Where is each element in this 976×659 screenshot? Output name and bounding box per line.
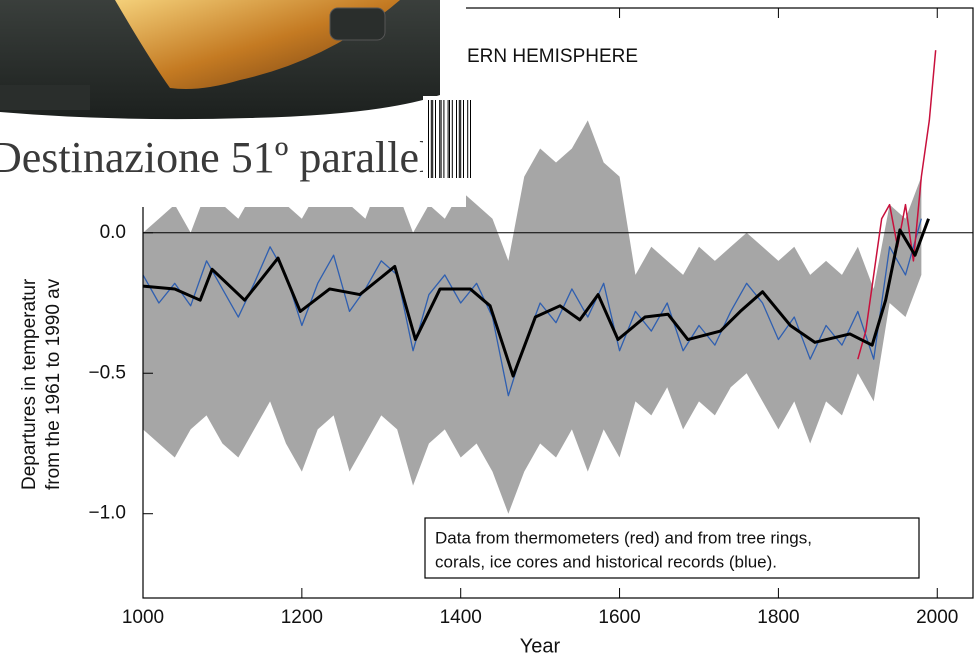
y-label-line: Departures in temperatur: [19, 278, 40, 490]
barcode-bar: [463, 100, 464, 178]
barcode-bar: [440, 100, 442, 178]
y-axis-label: Departures in temperatur from the 1961 t…: [19, 278, 64, 490]
barcode-bar: [447, 100, 449, 178]
barcode-bar: [439, 100, 441, 178]
annotation-line: Data from thermometers (red) and from tr…: [435, 528, 812, 547]
barcode-bar: [449, 100, 450, 178]
x-tick-label: 1200: [281, 607, 323, 628]
plot-area: 1000 1200 1400 1600 1800 2000 0.0 −0.5 −1.0: [88, 7, 974, 628]
x-tick-label: 1800: [757, 607, 799, 628]
annotation-box: Data from thermometers (red) and from tr…: [424, 517, 920, 579]
suitcase-handle: [329, 7, 386, 41]
barcode-bar: [451, 100, 453, 178]
barcode-bar: [456, 100, 457, 178]
barcode-bar: [432, 100, 434, 178]
y-tick-label: 0.0: [100, 222, 126, 243]
uncertainty-band: [143, 120, 922, 514]
y-tick-label: −1.0: [88, 503, 126, 524]
y-tick-label: −0.5: [88, 362, 126, 383]
magazine-caption: Destinazione 51º parallelo: [0, 133, 453, 182]
barcode: [423, 96, 471, 182]
barcode-bar: [467, 100, 469, 178]
x-tick-label: 1400: [440, 607, 482, 628]
barcode-bar: [428, 100, 429, 178]
x-axis-label: Year: [520, 635, 561, 657]
x-tick-label: 1000: [122, 607, 164, 628]
plot-frame: [142, 7, 974, 599]
x-tick-label: 1600: [598, 607, 640, 628]
barcode-bar: [458, 100, 460, 178]
barcode-bar: [430, 100, 432, 178]
barcode-bar: [435, 100, 436, 178]
barcode-bar: [460, 100, 462, 178]
x-tick-label: 2000: [916, 607, 958, 628]
barcode-bar: [470, 100, 471, 178]
annotation-line: corals, ice cores and historical records…: [435, 552, 777, 571]
y-label-line: from the 1961 to 1990 av: [43, 278, 64, 490]
suitcase-corner: [0, 85, 90, 110]
smoothed-line: [142, 218, 930, 378]
map-relief: [115, 0, 400, 89]
chart-title: ERN HEMISPHERE: [467, 46, 638, 67]
barcode-bar: [443, 100, 445, 178]
annotation-frame: [424, 517, 920, 579]
magazine-overlay: Destinazione 51º parallelo: [0, 0, 471, 207]
